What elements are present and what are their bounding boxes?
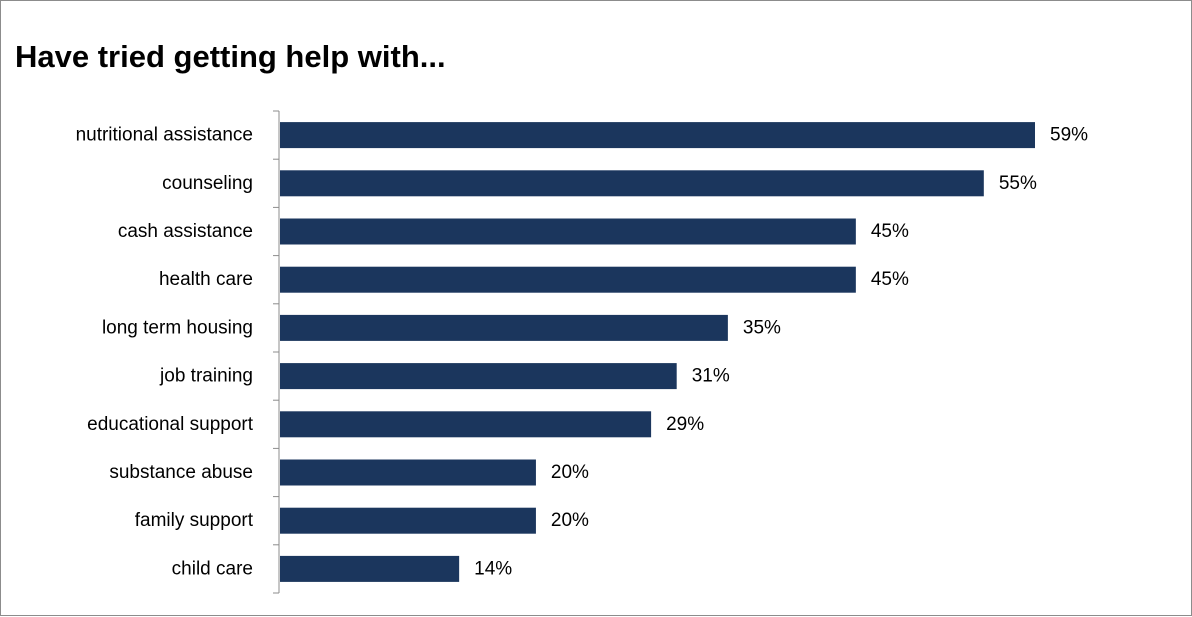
value-label: 31% [692,366,730,387]
value-label: 59% [1050,125,1088,146]
bar [280,507,536,534]
chart-title: Have tried getting help with... [15,39,446,74]
bar [280,363,677,390]
bar [280,555,460,582]
category-label: educational support [87,414,254,435]
category-label: family support [135,510,254,531]
value-label: 20% [551,462,589,483]
bar [280,218,856,245]
category-label: nutritional assistance [76,125,253,146]
category-label: substance abuse [109,462,253,483]
bar [280,266,856,293]
bar [280,459,536,486]
value-label: 45% [871,221,909,242]
value-label: 14% [474,558,512,579]
bar [280,411,652,438]
category-label: long term housing [102,317,253,338]
value-label: 45% [871,269,909,290]
category-label: counseling [162,173,253,194]
value-label: 35% [743,317,781,338]
value-label: 55% [999,173,1037,194]
category-label: cash assistance [118,221,253,242]
category-label: job training [159,366,253,387]
category-label: child care [172,558,253,579]
category-label: health care [159,269,253,290]
bar [280,170,984,197]
bar [280,122,1035,149]
bar [280,314,728,341]
value-label: 29% [666,414,704,435]
value-label: 20% [551,510,589,531]
